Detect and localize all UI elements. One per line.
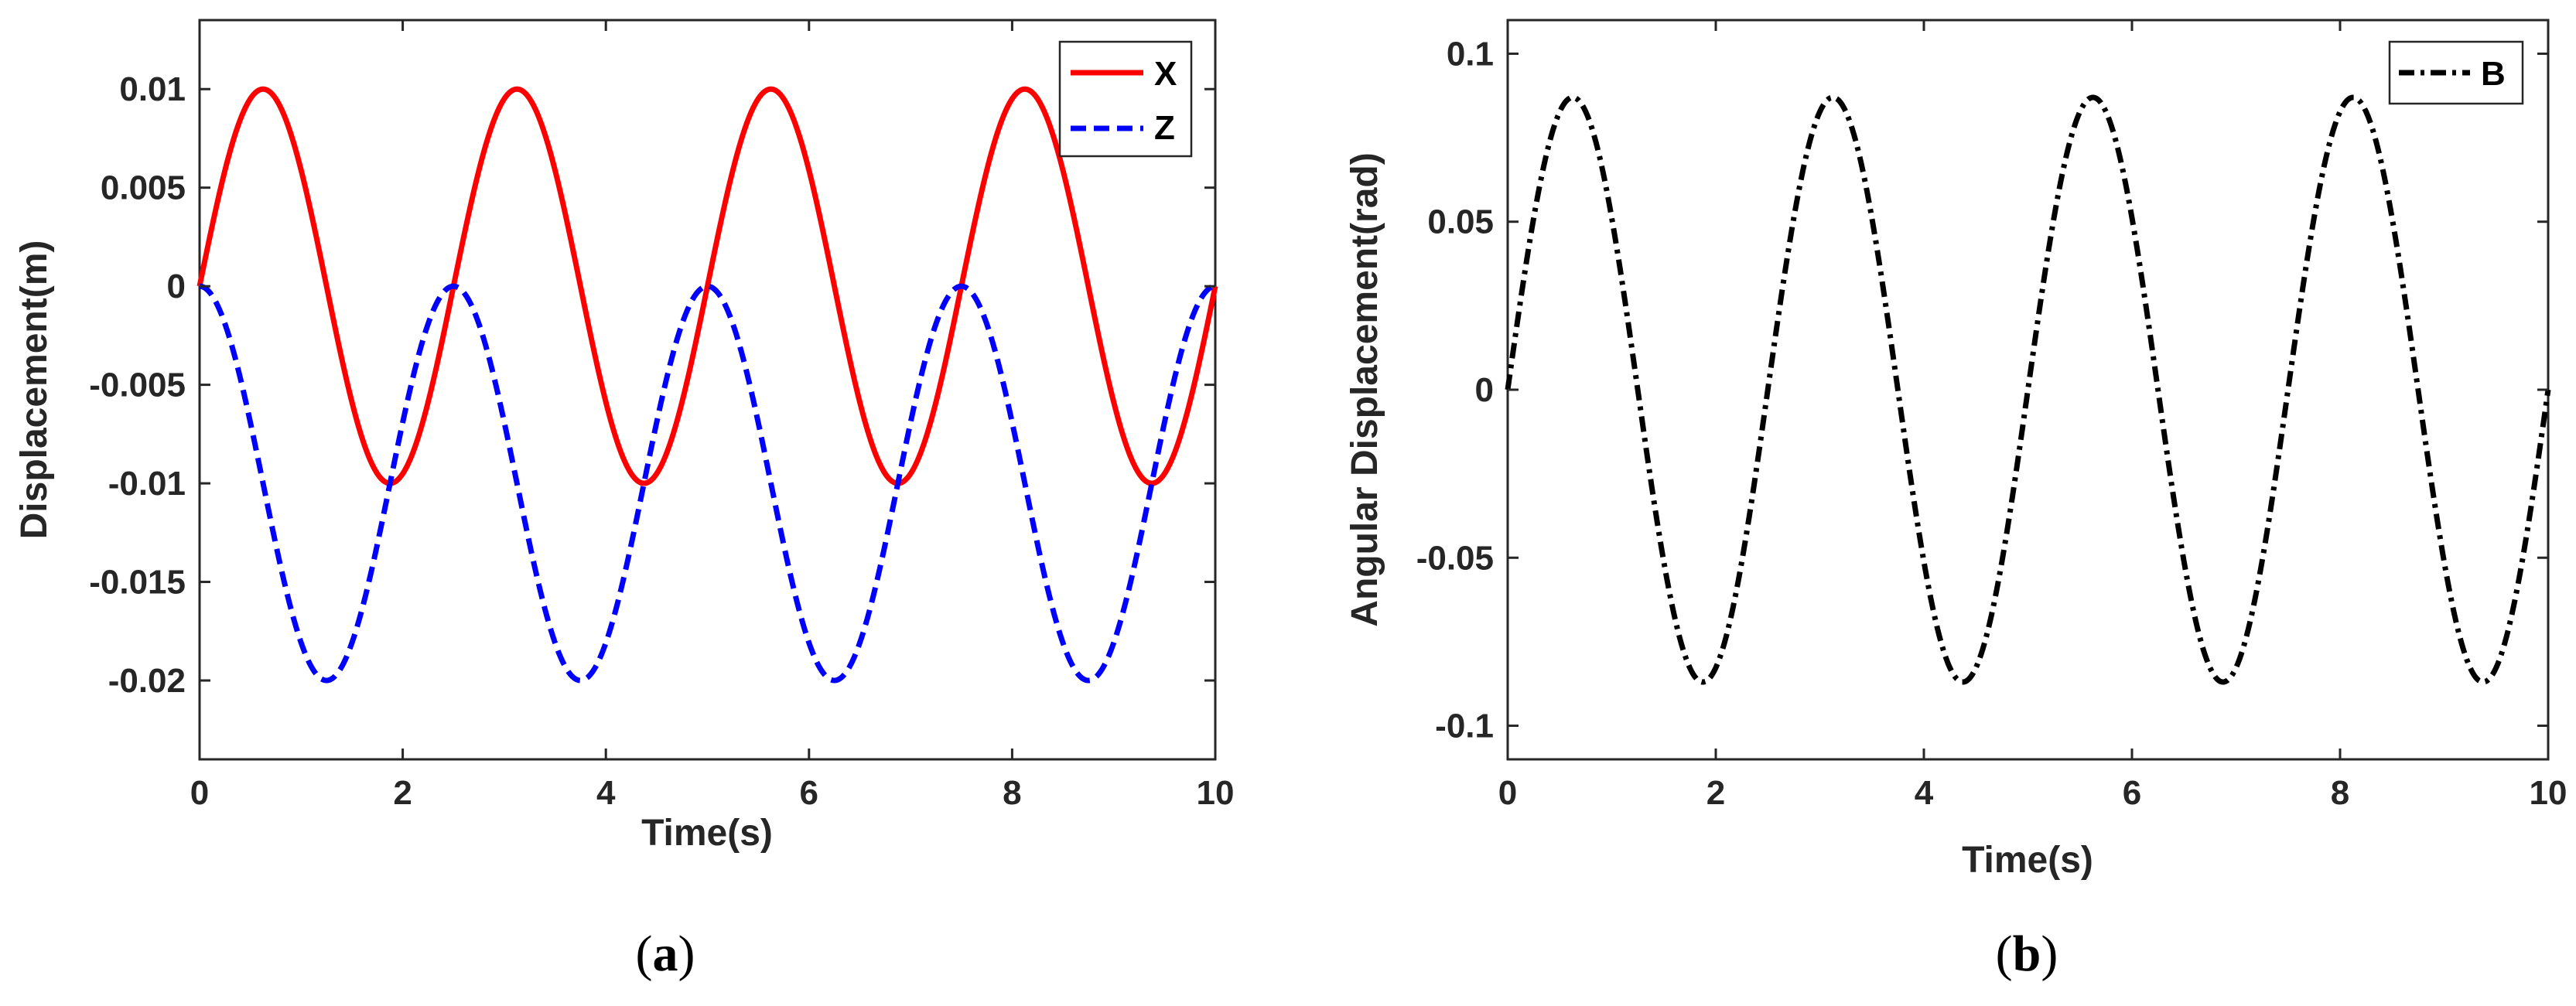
y-tick-label-a-4: -0.01 — [108, 465, 186, 503]
panel-label-b-letter: b — [2013, 926, 2041, 982]
y-tick-label-a-5: -0.015 — [89, 564, 186, 602]
x-tick-label-b-0: 0 — [1498, 774, 1517, 812]
x-tick-label-b-1: 2 — [1707, 774, 1725, 812]
y-tick-label-b-2: 0 — [1475, 371, 1494, 409]
legend-label-z: Z — [1154, 109, 1175, 147]
y-tick-label-b-1: 0.05 — [1427, 203, 1494, 241]
panel-label-b: (b) — [1996, 926, 2058, 982]
x-tick-label-b-5: 10 — [2530, 774, 2567, 812]
y-tick-label-b-3: -0.05 — [1416, 539, 1494, 577]
y-tick-label-a-2: 0 — [167, 268, 186, 305]
x-axis-label-b: Time(s) — [1962, 840, 2093, 881]
x-axis-label-a: Time(s) — [641, 813, 773, 854]
y-axis-label-b: Angular Displacement(rad) — [1344, 152, 1385, 626]
series-group-a — [196, 86, 1218, 684]
y-tick-label-b-4: -0.1 — [1435, 708, 1494, 745]
x-tick-label-b-3: 6 — [2123, 774, 2141, 812]
x-tick-label-a-3: 6 — [800, 774, 818, 812]
legend-label-b: B — [2481, 55, 2506, 93]
ticks-group-b: 0 2 4 6 8 10 0.1 0.05 0 -0.05 -0.1 — [1416, 20, 2567, 812]
x-tick-label-b-4: 8 — [2331, 774, 2349, 812]
y-tick-label-b-0: 0.1 — [1447, 35, 1494, 73]
y-tick-label-a-6: -0.02 — [108, 662, 186, 700]
legend-label-x: X — [1154, 55, 1177, 93]
series-group-b — [1505, 94, 2551, 685]
plot-area-a — [198, 19, 1217, 761]
x-tick-label-a-5: 10 — [1197, 774, 1235, 812]
series-line-b — [1505, 94, 2551, 685]
x-tick-label-a-4: 8 — [1003, 774, 1021, 812]
legend-b: B — [2388, 40, 2524, 105]
legend-box-a — [1058, 40, 1193, 158]
y-tick-label-a-0: 0.01 — [119, 70, 186, 108]
x-tick-label-b-2: 4 — [1915, 774, 1934, 812]
panel-a-chart: 0 2 4 6 8 100.010.0050-0.005-0.01-0.015-0.02 … — [14, 19, 1234, 982]
y-tick-label-a-1: 0.005 — [101, 169, 186, 207]
plot-area-b — [1506, 19, 2550, 761]
series-line-x — [196, 86, 1218, 486]
panel-b-chart: 0 2 4 6 8 10 0.1 0.05 0 -0.05 -0.1 Time(s) Angular… — [1344, 19, 2567, 982]
y-axis-label-a: Displacement(m) — [14, 240, 55, 540]
ticks-group-a: 0 2 4 6 8 10 0.01 0.005 0 -0.005 -0.01 -0.015 -0.02 — [89, 20, 1234, 812]
legend-a: X Z — [1058, 40, 1193, 158]
x-tick-label-a-0: 0 — [190, 774, 209, 812]
x-tick-label-a-2: 4 — [596, 774, 616, 812]
x-tick-label-a-1: 2 — [393, 774, 412, 812]
panel-label-a-letter: a — [653, 926, 678, 982]
panel-label-a: (a) — [636, 926, 695, 982]
y-tick-label-a-3: -0.005 — [89, 367, 186, 404]
